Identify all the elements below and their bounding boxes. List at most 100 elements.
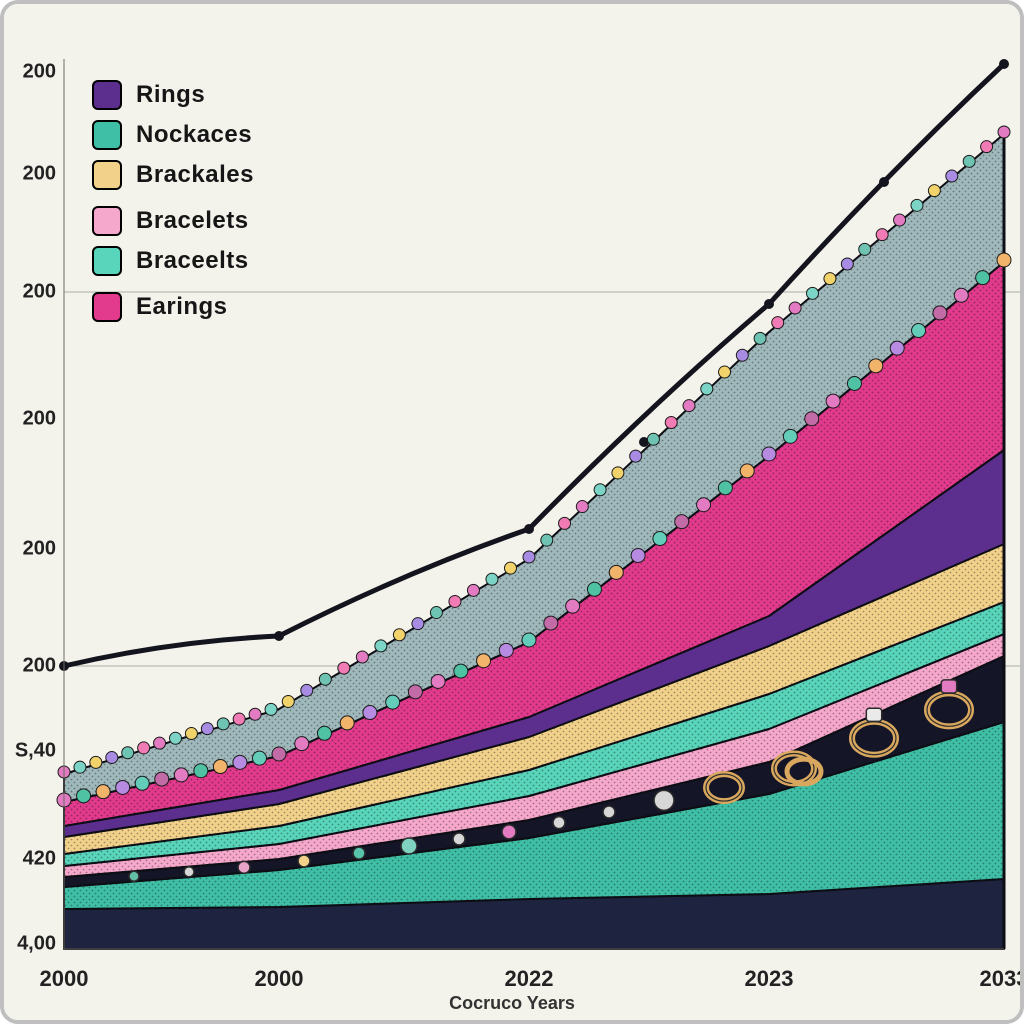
bead-icon [295, 737, 309, 751]
bead-icon [138, 742, 150, 754]
bead-icon [77, 789, 91, 803]
bead-icon [928, 185, 940, 197]
bead-icon [412, 618, 424, 630]
bead-icon [665, 416, 677, 428]
bead-icon [998, 126, 1010, 138]
bead-icon [675, 515, 689, 529]
bead-icon [338, 662, 350, 674]
bead-icon [486, 573, 498, 585]
bead-icon [169, 732, 181, 744]
bead-icon [154, 737, 166, 749]
bead-icon [544, 616, 558, 630]
legend-swatch [92, 160, 122, 190]
bead-icon [272, 747, 286, 761]
bead-icon [541, 534, 553, 546]
bead-icon [587, 582, 601, 596]
y-tick-label: 200 [0, 655, 56, 678]
gem-icon [184, 867, 194, 877]
legend-item: Bracelets [92, 206, 254, 236]
bead-icon [282, 695, 294, 707]
bead-icon [594, 484, 606, 496]
bead-icon [630, 450, 642, 462]
bead-icon [847, 376, 861, 390]
legend-swatch [92, 80, 122, 110]
bead-icon [772, 317, 784, 329]
trend-marker [764, 299, 774, 309]
bead-icon [301, 684, 313, 696]
bead-icon [609, 565, 623, 579]
bead-icon [841, 258, 853, 270]
bead-icon [653, 532, 667, 546]
bead-icon [719, 366, 731, 378]
y-tick-label: S,40 [0, 740, 56, 763]
bead-icon [430, 607, 442, 619]
gem-icon [654, 790, 674, 810]
bead-icon [265, 703, 277, 715]
trend-marker [274, 631, 284, 641]
x-tick-label: 2023 [745, 966, 794, 992]
legend-label: Earings [136, 293, 228, 321]
x-tick-label: 2000 [255, 966, 304, 992]
gem-icon [238, 861, 250, 873]
bead-icon [805, 412, 819, 426]
x-tick-label: 2022 [505, 966, 554, 992]
bead-icon [876, 229, 888, 241]
bead-icon [319, 673, 331, 685]
bead-icon [499, 643, 513, 657]
bead-icon [859, 243, 871, 255]
legend-label: Brackales [136, 161, 254, 189]
bead-icon [194, 764, 208, 778]
bead-icon [116, 780, 130, 794]
legend: Rings Nockaces Brackales Bracelets Braceelts… [92, 80, 254, 332]
gem-icon [453, 833, 465, 845]
bead-icon [933, 306, 947, 320]
bead-icon [155, 772, 169, 786]
y-tick-label: 200 [0, 408, 56, 431]
legend-label: Nockaces [136, 121, 252, 149]
bead-icon [96, 785, 110, 799]
bead-icon [783, 429, 797, 443]
bead-icon [807, 287, 819, 299]
legend-swatch [92, 292, 122, 322]
y-tick-label: 200 [0, 61, 56, 84]
bead-icon [566, 599, 580, 613]
gem-icon [502, 825, 516, 839]
bead-icon [894, 214, 906, 226]
trend-marker [524, 524, 534, 534]
bead-icon [576, 501, 588, 513]
bead-icon [174, 768, 188, 782]
y-tick-label: 4,00 [0, 933, 56, 956]
bead-icon [386, 695, 400, 709]
y-tick-label: 200 [0, 163, 56, 186]
legend-label: Braceelts [136, 247, 249, 275]
bead-icon [736, 349, 748, 361]
y-tick-label: 200 [0, 281, 56, 304]
bead-icon [408, 685, 422, 699]
bead-icon [90, 756, 102, 768]
bead-icon [997, 253, 1011, 267]
bead-icon [74, 761, 86, 773]
bead-icon [106, 752, 118, 764]
legend-item: Braceelts [92, 246, 254, 276]
bead-icon [523, 551, 535, 563]
bead-icon [213, 760, 227, 774]
gem-icon [603, 806, 615, 818]
bead-icon [789, 302, 801, 314]
bead-icon [911, 199, 923, 211]
chart-container: Rings Nockaces Brackales Bracelets Braceelts… [0, 0, 1024, 1024]
legend-item: Rings [92, 80, 254, 110]
gem-icon [353, 847, 365, 859]
bead-icon [122, 747, 134, 759]
bead-icon [981, 141, 993, 153]
bead-icon [233, 713, 245, 725]
gem-icon [129, 871, 139, 881]
legend-swatch [92, 206, 122, 236]
y-tick-label: 420 [0, 848, 56, 871]
bead-icon [393, 629, 405, 641]
bead-icon [356, 651, 368, 663]
bead-icon [252, 751, 266, 765]
bead-icon [233, 755, 247, 769]
gem-icon [866, 708, 881, 721]
bead-icon [912, 324, 926, 338]
bead-icon [824, 273, 836, 285]
